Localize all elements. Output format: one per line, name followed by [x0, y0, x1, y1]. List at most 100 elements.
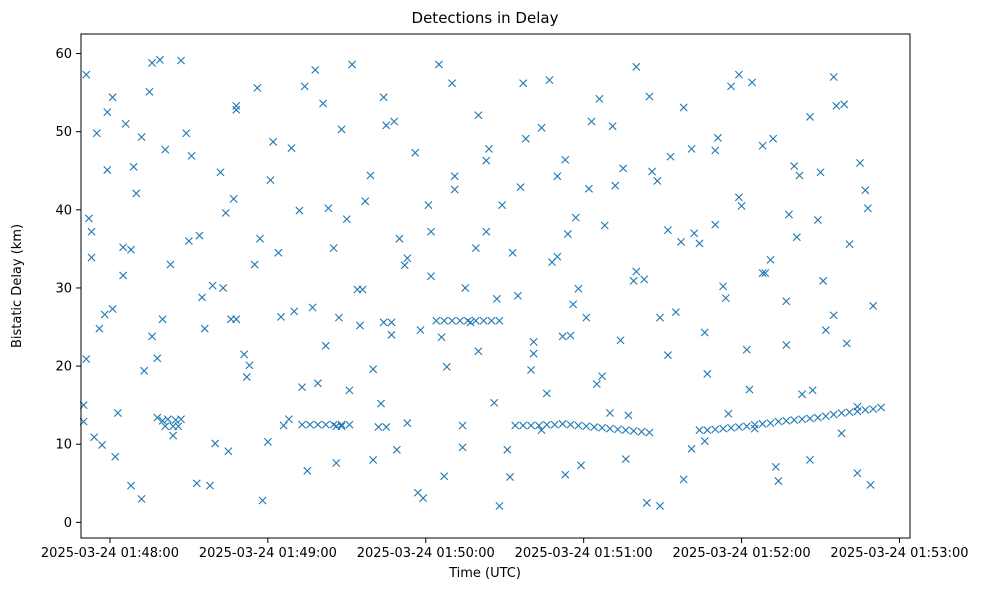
data-point	[463, 316, 472, 325]
data-point	[653, 176, 662, 185]
data-point	[84, 214, 93, 223]
data-point	[158, 315, 167, 324]
data-point	[303, 466, 312, 475]
data-point	[645, 92, 654, 101]
data-point	[161, 145, 170, 154]
data-point	[484, 144, 493, 153]
data-point	[566, 420, 575, 429]
data-point	[516, 183, 525, 192]
data-point	[342, 215, 351, 224]
data-point	[758, 269, 767, 278]
data-point	[216, 168, 225, 177]
data-point	[863, 204, 872, 213]
data-point	[632, 62, 641, 71]
data-point	[761, 269, 770, 278]
data-point	[461, 283, 470, 292]
data-point	[774, 417, 783, 426]
data-point	[663, 226, 672, 235]
data-point	[82, 355, 91, 364]
data-point	[821, 326, 830, 335]
data-point	[490, 398, 499, 407]
data-point	[240, 350, 249, 359]
data-point	[440, 472, 449, 481]
data-point	[766, 255, 775, 264]
data-point	[113, 408, 122, 417]
data-point	[711, 220, 720, 229]
data-point	[866, 480, 875, 489]
data-point	[608, 122, 617, 131]
data-point	[505, 473, 514, 482]
data-point	[232, 105, 241, 114]
data-point	[561, 470, 570, 479]
data-point	[274, 248, 283, 257]
y-tick-label: 30	[55, 281, 72, 296]
data-point	[816, 168, 825, 177]
data-point	[427, 272, 436, 281]
data-point	[177, 415, 185, 424]
data-point	[663, 351, 672, 360]
y-tick-label: 20	[55, 360, 72, 375]
data-point	[392, 445, 401, 454]
data-point	[790, 162, 799, 171]
data-point	[382, 121, 391, 130]
data-point	[100, 310, 109, 319]
data-point	[521, 134, 530, 143]
data-point	[790, 416, 799, 424]
data-point	[721, 294, 730, 303]
data-point	[837, 408, 846, 417]
data-point	[700, 437, 709, 446]
data-point	[366, 171, 375, 180]
data-point	[645, 428, 654, 437]
y-tick-label: 10	[55, 438, 72, 453]
data-point	[387, 318, 396, 327]
data-point	[527, 366, 536, 374]
y-tick-label: 60	[55, 47, 72, 62]
data-point	[284, 415, 293, 424]
data-point	[324, 204, 333, 213]
data-point	[842, 339, 851, 348]
x-tick-label: 2025-03-24 01:48:00	[41, 546, 179, 561]
data-point	[574, 284, 583, 293]
data-point	[798, 390, 807, 399]
data-point	[542, 420, 551, 429]
data-point	[695, 239, 704, 248]
data-point	[711, 425, 720, 434]
y-tick-label: 50	[55, 125, 72, 140]
data-point	[598, 372, 607, 381]
data-point	[345, 386, 354, 395]
data-point	[845, 408, 854, 417]
data-point	[403, 254, 412, 263]
data-point	[687, 144, 696, 153]
plot-area-frame	[80, 33, 911, 539]
data-point	[377, 399, 386, 408]
data-point	[782, 416, 791, 425]
data-point	[571, 213, 580, 222]
data-point	[321, 420, 330, 429]
data-point	[582, 313, 591, 322]
data-point	[869, 405, 878, 414]
data-point	[440, 316, 449, 325]
data-point	[829, 72, 838, 81]
data-point	[305, 420, 314, 429]
data-point	[432, 316, 441, 325]
y-tick-label: 0	[64, 516, 72, 531]
data-point	[369, 455, 378, 464]
data-point	[137, 133, 146, 142]
data-point	[856, 158, 864, 167]
data-point	[108, 305, 117, 314]
data-point	[621, 426, 630, 435]
data-point	[361, 197, 370, 206]
data-point	[87, 227, 96, 236]
data-point	[784, 210, 793, 219]
data-point	[471, 316, 480, 325]
data-point	[766, 419, 775, 428]
data-point	[671, 308, 680, 317]
data-point	[229, 194, 238, 203]
data-point	[605, 408, 614, 417]
data-point	[498, 201, 507, 210]
data-point	[519, 79, 528, 88]
data-point	[163, 415, 172, 424]
data-point	[508, 248, 517, 257]
data-point	[840, 100, 849, 109]
